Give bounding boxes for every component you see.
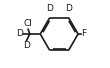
Text: D: D xyxy=(65,4,72,13)
Text: F: F xyxy=(81,30,87,38)
Text: Cl: Cl xyxy=(23,20,32,28)
Text: D: D xyxy=(46,4,53,13)
Text: D: D xyxy=(16,30,23,38)
Text: D: D xyxy=(23,41,30,50)
